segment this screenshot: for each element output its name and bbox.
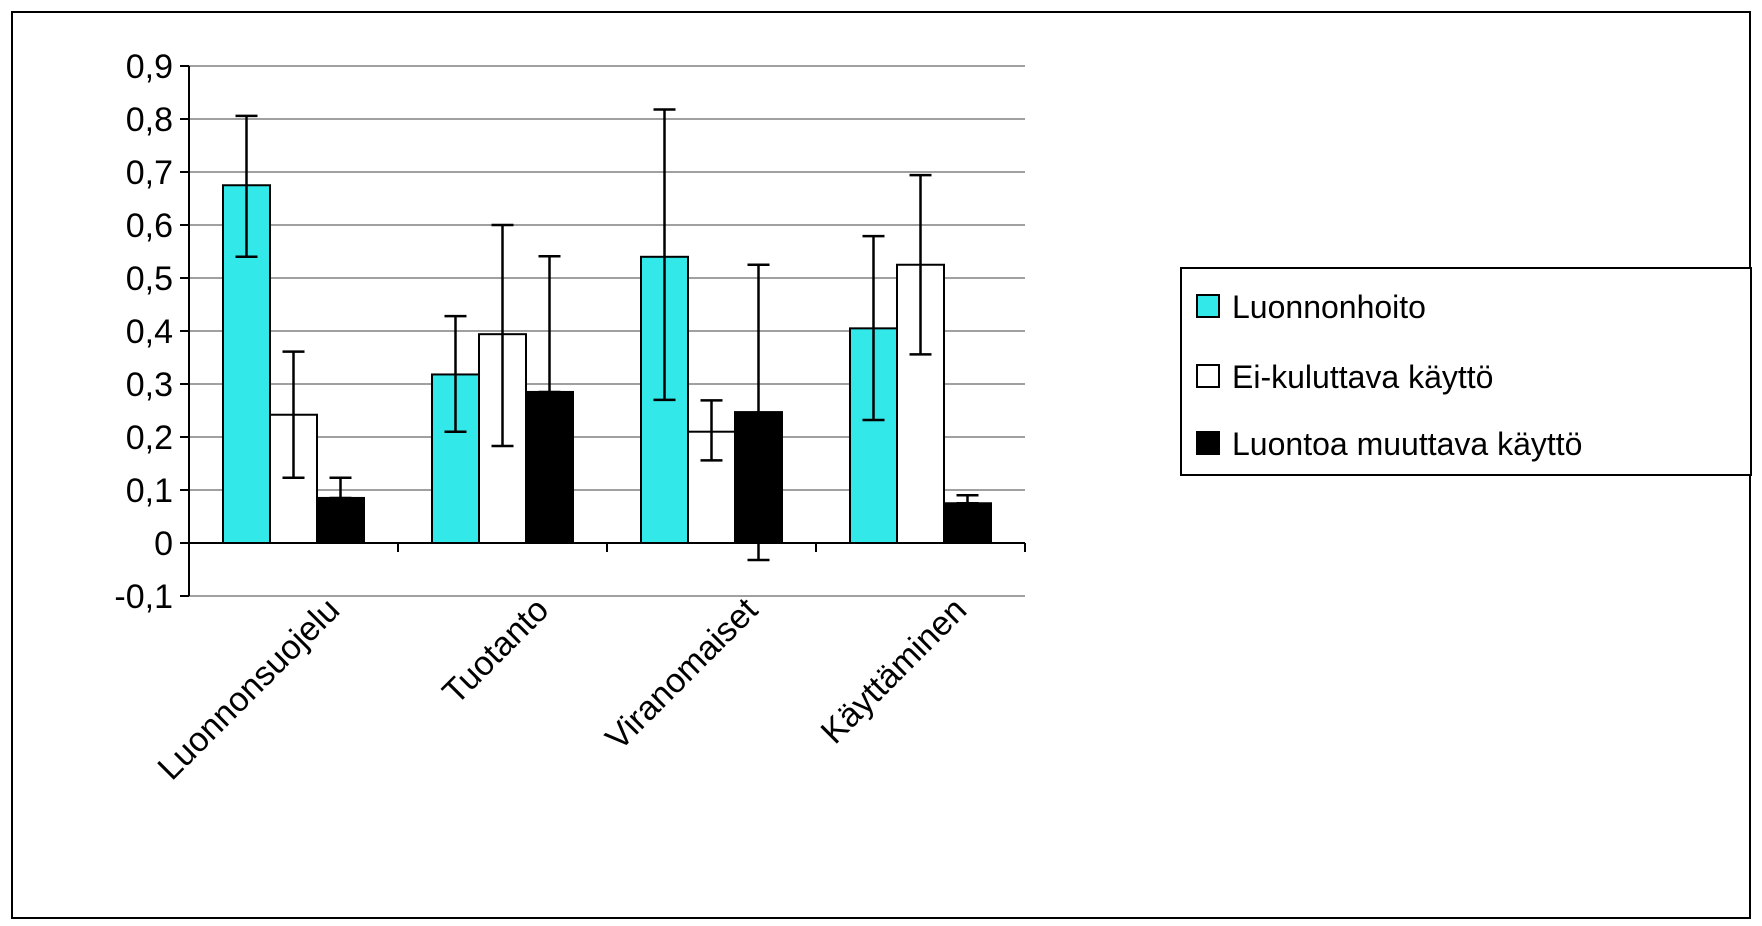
y-tick-label: 0,5	[126, 260, 173, 298]
y-tick-label: 0,6	[126, 207, 173, 245]
y-tick-label: 0	[154, 525, 173, 563]
y-tick-label: -0,1	[114, 578, 173, 616]
y-tick-label: 0,7	[126, 154, 173, 192]
y-tick-label: 0,3	[126, 366, 173, 404]
y-tick-label: 0,2	[126, 419, 173, 457]
legend-label-luontoa-muuttava: Luontoa muuttava käyttö	[1232, 426, 1582, 462]
legend-label-luonnonhoito: Luonnonhoito	[1232, 289, 1426, 325]
y-tick-label: 0,4	[126, 313, 173, 351]
bar-luontoa-muuttava-k-ytt-	[525, 390, 574, 545]
bar-luontoa-muuttava-k-ytt-	[316, 496, 365, 545]
legend: Luonnonhoito Ei-kuluttava käyttö Luontoa…	[1180, 267, 1752, 476]
legend-swatch-ei-kuluttava	[1196, 364, 1220, 388]
legend-swatch-luonnonhoito	[1196, 294, 1220, 318]
legend-swatch-luontoa-muuttava	[1196, 431, 1220, 455]
legend-label-ei-kuluttava: Ei-kuluttava käyttö	[1232, 359, 1493, 395]
y-tick-label: 0,9	[126, 48, 173, 86]
y-tick-label: 0,1	[126, 472, 173, 510]
y-tick-label: 0,8	[126, 101, 173, 139]
legend-box	[1180, 267, 1752, 476]
bar-luontoa-muuttava-k-ytt-	[943, 502, 992, 544]
